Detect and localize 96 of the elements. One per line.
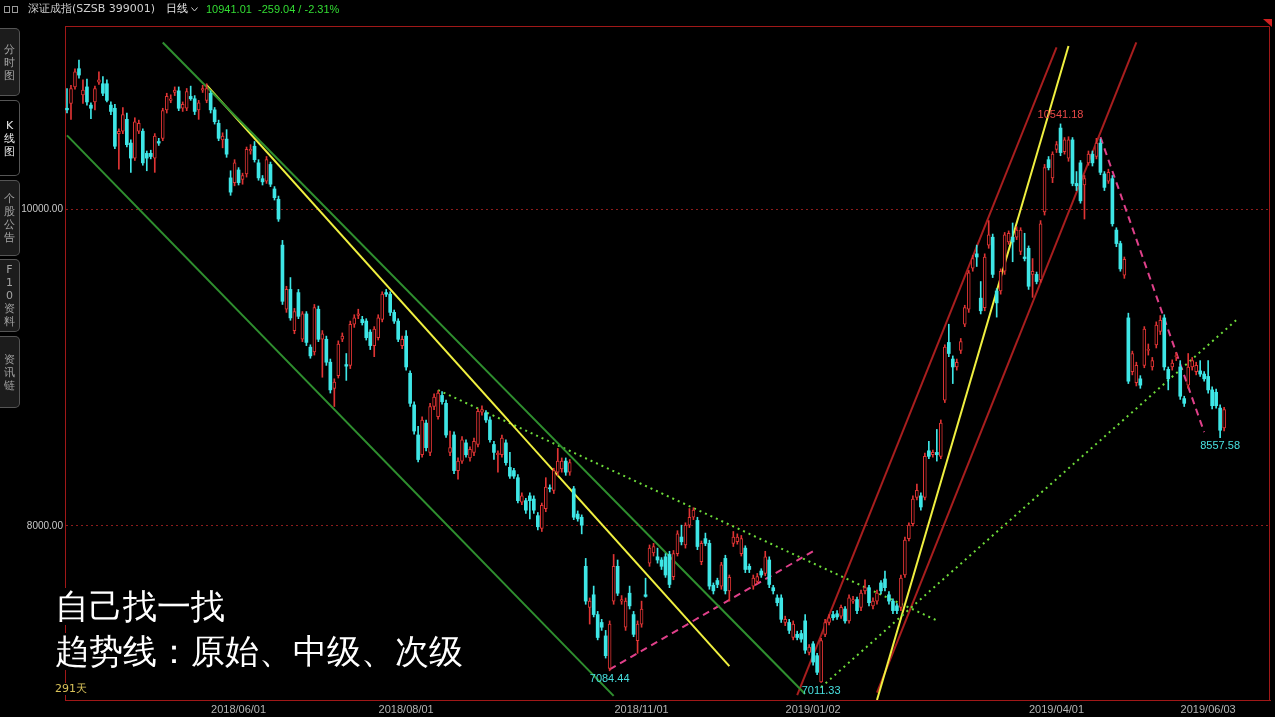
candlestick bbox=[1170, 359, 1175, 371]
candlestick bbox=[827, 614, 831, 626]
text: 10941.01 bbox=[206, 3, 252, 15]
candlestick bbox=[739, 535, 744, 557]
x-tick-label: 2019/06/03 bbox=[1180, 702, 1236, 715]
candlestick bbox=[923, 452, 927, 501]
candlestick bbox=[1222, 406, 1226, 432]
candlestick bbox=[133, 117, 137, 161]
candlestick bbox=[847, 594, 851, 624]
candlestick bbox=[65, 88, 69, 114]
candlestick bbox=[468, 446, 472, 462]
candlestick bbox=[172, 86, 177, 96]
candlestick bbox=[935, 429, 939, 462]
candlestick bbox=[587, 597, 592, 625]
annotation: 自己找一找 bbox=[55, 586, 225, 626]
candlestick bbox=[547, 484, 552, 493]
candlestick bbox=[476, 408, 480, 448]
tab[interactable]: 个股公告 bbox=[0, 180, 20, 256]
annotation: 8557.58 bbox=[1200, 439, 1241, 452]
candlestick bbox=[1194, 361, 1199, 376]
x-tick-label: 2019/04/01 bbox=[1029, 702, 1085, 715]
candlestick bbox=[1186, 353, 1191, 389]
tab[interactable]: K线图 bbox=[0, 100, 20, 176]
candlestick bbox=[751, 574, 756, 590]
x-tick-label: 2018/06/01 bbox=[211, 702, 267, 715]
annotation: 7011.33 bbox=[801, 683, 841, 696]
candlestick bbox=[839, 604, 843, 619]
tab[interactable]: 资讯链 bbox=[0, 336, 20, 408]
candlestick bbox=[152, 133, 157, 173]
candlestick bbox=[755, 573, 760, 585]
candlestick bbox=[942, 344, 947, 403]
candlestick bbox=[89, 102, 93, 119]
candlestick bbox=[863, 579, 867, 595]
candlestick bbox=[432, 393, 436, 410]
candlestick bbox=[436, 390, 440, 420]
candlestick bbox=[121, 107, 125, 134]
candlestick bbox=[69, 85, 73, 120]
chart-title: 深证成指(SZSB 399001) bbox=[28, 2, 156, 15]
tab[interactable]: F10资料 bbox=[0, 259, 20, 332]
candlestick bbox=[763, 550, 768, 577]
candlestick bbox=[332, 378, 337, 407]
candlestick bbox=[986, 220, 991, 249]
candlestick bbox=[958, 338, 963, 354]
candlestick bbox=[859, 589, 863, 611]
candlestick bbox=[819, 637, 823, 683]
x-tick-label: 2018/11/01 bbox=[614, 702, 669, 715]
candlestick bbox=[400, 335, 404, 350]
candlestick bbox=[81, 79, 85, 104]
candlestick bbox=[480, 405, 484, 416]
candlestick bbox=[156, 138, 161, 146]
candlestick bbox=[340, 332, 345, 342]
candlestick bbox=[428, 403, 432, 456]
candlestick bbox=[982, 253, 987, 312]
candlestick bbox=[783, 615, 788, 626]
candlestick bbox=[528, 492, 532, 520]
candlestick bbox=[823, 618, 827, 638]
candlestick bbox=[903, 536, 907, 578]
tab[interactable]: 分时图 bbox=[0, 28, 20, 96]
candlestick bbox=[899, 574, 903, 611]
candlestick bbox=[117, 128, 121, 170]
candlestick bbox=[911, 495, 915, 527]
candlestick bbox=[356, 308, 361, 320]
candlestick bbox=[500, 434, 504, 458]
candlestick bbox=[448, 430, 452, 456]
text: 日线 bbox=[166, 2, 188, 15]
candlestick bbox=[970, 255, 975, 272]
candlestick bbox=[520, 492, 524, 505]
annotation: 趋势线：原始、中级、次级 bbox=[55, 631, 463, 671]
candlestick bbox=[1142, 326, 1147, 369]
candlestick bbox=[871, 597, 875, 610]
y-tick-label: 10000.00 bbox=[21, 203, 64, 215]
text: -259.04 / -2.31% bbox=[258, 3, 340, 15]
candlestick bbox=[851, 596, 855, 604]
candlestick bbox=[931, 449, 935, 458]
candlestick bbox=[336, 340, 341, 379]
candlestick bbox=[559, 457, 564, 473]
candlestick bbox=[954, 358, 959, 371]
candlestick bbox=[807, 644, 811, 656]
candlestick bbox=[344, 353, 349, 381]
candlestick bbox=[93, 85, 97, 111]
y-tick-label: 8000.00 bbox=[26, 519, 64, 531]
annotation: 291天 bbox=[55, 682, 87, 695]
candlestick bbox=[619, 595, 624, 605]
candlestick bbox=[472, 437, 476, 456]
candlestick bbox=[97, 71, 101, 85]
x-tick-label: 2018/08/01 bbox=[378, 702, 434, 715]
candlestick bbox=[1174, 352, 1179, 361]
candlestick bbox=[420, 416, 424, 458]
candlestick bbox=[567, 459, 572, 476]
candlestick bbox=[456, 457, 460, 480]
candlestick bbox=[184, 88, 189, 111]
x-tick-label: 2019/01/02 bbox=[785, 702, 841, 715]
candlestick bbox=[907, 522, 911, 542]
candlestick bbox=[938, 419, 943, 460]
candlestick bbox=[915, 483, 919, 501]
candlestick bbox=[1150, 357, 1155, 371]
